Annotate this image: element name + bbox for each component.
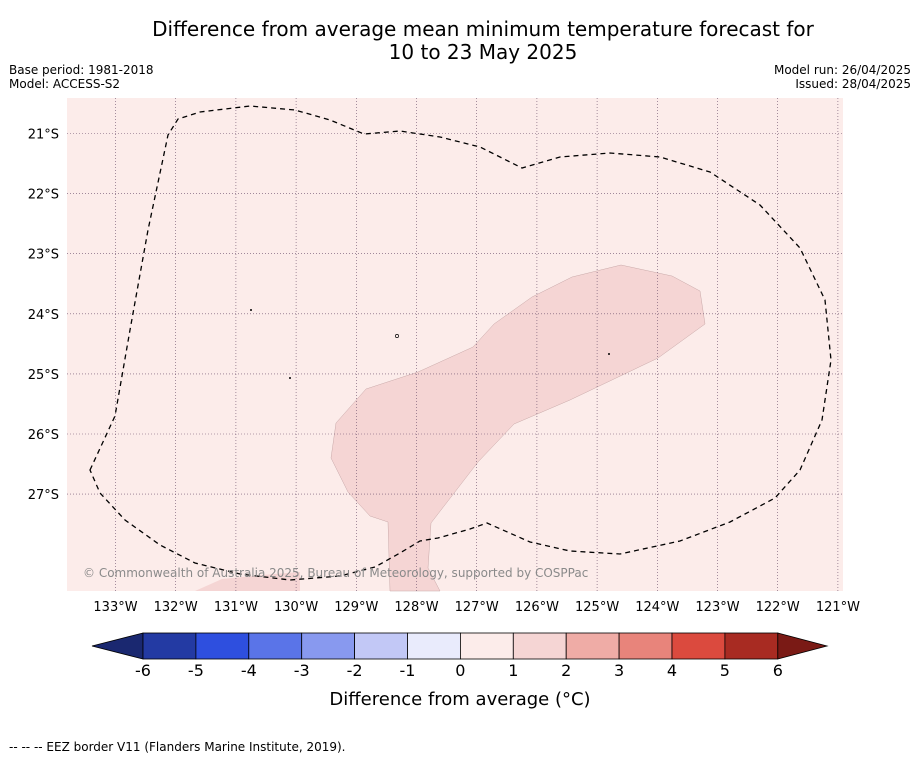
longitude-label: 133°W (93, 600, 137, 615)
colorbar-tick-label: 2 (561, 661, 571, 680)
colorbar-segment (618, 632, 673, 660)
map-background (67, 98, 843, 591)
colorbar-tick-label: -1 (400, 661, 416, 680)
latitude-label: 25°S (28, 368, 59, 383)
longitude-labels: 133°W 132°W 131°W 130°W 129°W 128°W 127°W 126°W… (93, 600, 860, 615)
colorbar-segment (671, 632, 726, 660)
issued-date: Issued: 28/04/2025 (795, 77, 911, 91)
colorbar-tick-label: 6 (773, 661, 783, 680)
eez-border (89, 105, 832, 581)
colorbar-tick-label: -4 (241, 661, 257, 680)
colorbar-segment (248, 632, 303, 660)
colorbar-segment (301, 632, 356, 660)
model-run: Model run: 26/04/2025 (773, 63, 911, 77)
colorbar-segment (512, 632, 567, 660)
longitude-label: 122°W (756, 600, 800, 615)
meta-left: Base period: 1981-2018 Model: ACCESS-S2 (9, 63, 154, 91)
longitude-label: 126°W (515, 600, 559, 615)
title-line-1: Difference from average mean minimum tem… (152, 17, 814, 41)
colorbar-extend-low (91, 632, 144, 660)
longitude-label: 132°W (154, 600, 198, 615)
latitude-label: 22°S (28, 188, 59, 203)
meta-right: Model run: 26/04/2025 Issued: 28/04/2025 (774, 63, 911, 91)
colorbar-tick-label: -6 (135, 661, 151, 680)
colorbar-tick-label: -5 (188, 661, 204, 680)
island-marker (250, 309, 252, 311)
colorbar-segment (724, 632, 779, 660)
colorbar-tick-labels: -6 -5 -4 -3 -2 -1 0 1 2 3 4 5 6 (135, 661, 783, 680)
latitude-label: 26°S (28, 428, 59, 443)
longitude-label: 123°W (695, 600, 739, 615)
longitude-label: 127°W (455, 600, 499, 615)
colorbar (91, 632, 829, 660)
colorbar-segment (195, 632, 250, 660)
colorbar-tick-label: 1 (508, 661, 518, 680)
longitude-label: 121°W (816, 600, 860, 615)
island-marker (608, 353, 610, 355)
colorbar-tick-label: 4 (667, 661, 677, 680)
latitude-label: 24°S (28, 308, 59, 323)
longitude-label: 128°W (394, 600, 438, 615)
colorbar-segment (459, 632, 514, 660)
island-marker (289, 377, 291, 379)
anomaly-region-bottom (195, 572, 300, 591)
colorbar-tick-label: -3 (294, 661, 310, 680)
anomaly-region-1-to-2 (330, 264, 706, 592)
latitude-label: 23°S (28, 248, 59, 263)
colorbar-tick-label: 0 (455, 661, 465, 680)
colorbar-label: Difference from average (°C) (329, 689, 590, 710)
longitude-label: 125°W (575, 600, 619, 615)
colorbar-extend-high (777, 632, 829, 660)
model-name: Model: ACCESS-S2 (9, 77, 121, 91)
latitude-label: 27°S (28, 488, 59, 503)
eez-footnote: -- -- -- EEZ border V11 (Flanders Marine… (9, 740, 346, 754)
longitude-label: 124°W (635, 600, 679, 615)
longitude-label: 130°W (274, 600, 318, 615)
latitude-labels: 21°S 22°S 23°S 24°S 25°S 26°S 27°S (28, 128, 59, 504)
graticule (67, 98, 843, 591)
colorbar-segment (142, 632, 197, 660)
colorbar-segment (565, 632, 620, 660)
colorbar-tick-label: -2 (347, 661, 363, 680)
map-title: Difference from average mean minimum tem… (0, 18, 919, 64)
colorbar-tick-label: 5 (720, 661, 730, 680)
colorbar-segment (407, 632, 461, 660)
island-marker (395, 334, 399, 338)
map-panel: © Commonwealth of Australia 2025, Bureau… (67, 98, 843, 592)
base-period: Base period: 1981-2018 (9, 63, 154, 77)
colorbar-segment (354, 632, 408, 660)
longitude-label: 131°W (214, 600, 258, 615)
title-line-2: 10 to 23 May 2025 (388, 40, 578, 64)
copyright-notice: © Commonwealth of Australia 2025, Bureau… (83, 566, 588, 580)
colorbar-tick-label: 3 (614, 661, 624, 680)
latitude-label: 21°S (28, 128, 59, 143)
longitude-label: 129°W (334, 600, 378, 615)
